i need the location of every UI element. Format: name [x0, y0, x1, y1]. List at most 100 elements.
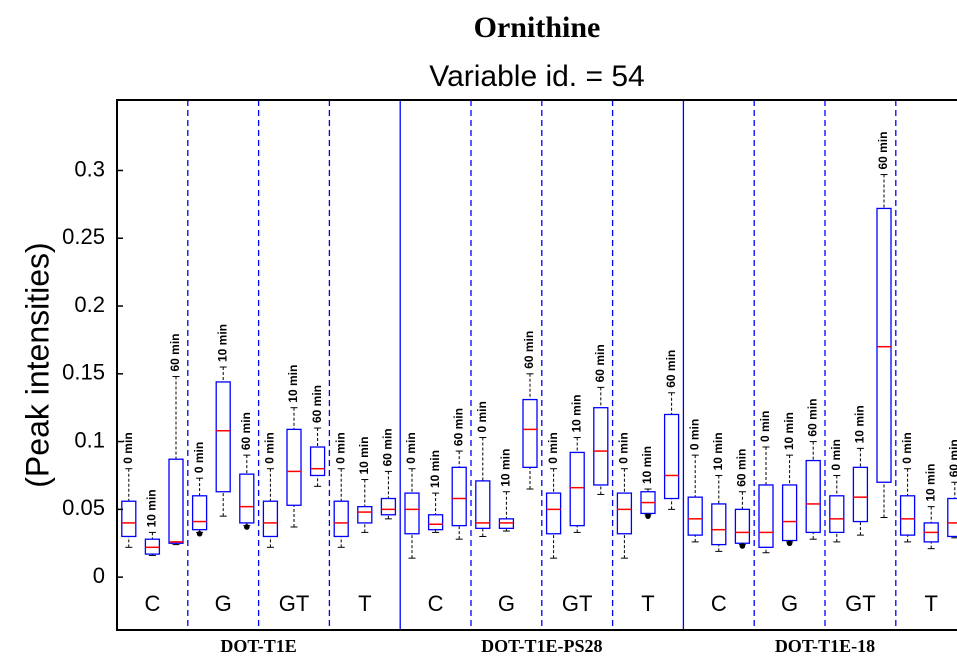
- box-label: 60 min: [805, 399, 819, 437]
- box-label: 60 min: [522, 331, 536, 369]
- box: [286, 428, 302, 506]
- y-tick-label: 0: [93, 563, 105, 588]
- box: [451, 466, 467, 527]
- box: [333, 500, 349, 538]
- outlier: [739, 543, 746, 549]
- box-label: 10 min: [215, 324, 229, 362]
- box-label: 10 min: [711, 432, 725, 470]
- box-label: 10 min: [569, 395, 583, 433]
- box: [475, 480, 491, 529]
- outlier: [645, 513, 651, 519]
- box-label: 60 min: [239, 412, 253, 450]
- box-label: 60 min: [664, 350, 678, 388]
- box: [616, 492, 633, 535]
- subgroup-label: G: [781, 591, 798, 616]
- box-label: 10 min: [145, 489, 159, 527]
- box: [947, 497, 957, 538]
- box: [239, 473, 255, 524]
- group-label: DOT-T1E-PS28: [481, 636, 602, 656]
- box: [262, 500, 279, 538]
- box-label: 0 min: [758, 411, 772, 442]
- box-label: 60 min: [876, 132, 890, 170]
- box: [545, 492, 562, 535]
- box-label: 0 min: [333, 432, 347, 463]
- box-label: 10 min: [499, 449, 513, 487]
- subgroup-label: G: [498, 591, 515, 616]
- subgroup-label: T: [358, 591, 371, 616]
- box-label: 0 min: [546, 432, 560, 463]
- axes: 0 0.05 0.1 0.15 0.2 0.25 0.3 DOT-T1E DOT-T1E-PS2…: [62, 99, 957, 656]
- subgroup-label: C: [428, 591, 444, 616]
- outlier: [244, 524, 250, 530]
- chart-subtitle: Variable id. = 54: [429, 60, 644, 93]
- y-tick-label: 0.1: [74, 427, 105, 452]
- box-label: 10 min: [853, 405, 867, 443]
- outlier: [786, 540, 793, 547]
- box-label: 60 min: [735, 449, 749, 487]
- box-label: 10 min: [923, 464, 937, 502]
- y-tick-label: 0.15: [62, 360, 105, 385]
- subgroup-label: T: [924, 591, 937, 616]
- box: [168, 458, 184, 544]
- y-tick-label: 0.3: [74, 156, 105, 181]
- box-label: 10 min: [286, 365, 300, 403]
- box-label: 60 min: [310, 385, 324, 423]
- box-label: 10 min: [782, 412, 796, 450]
- box: [734, 508, 751, 544]
- box-label: 60 min: [947, 439, 957, 477]
- chart-title: Ornithine: [474, 11, 601, 44]
- box: [711, 503, 727, 546]
- box: [522, 398, 538, 468]
- box: [121, 500, 137, 538]
- subgroup-label: GT: [845, 591, 876, 616]
- box: [215, 381, 231, 493]
- box: [805, 459, 821, 534]
- box: [593, 407, 609, 486]
- group-label: DOT-T1E: [220, 636, 296, 656]
- box-label: 60 min: [168, 334, 182, 372]
- box-label: 10 min: [640, 446, 654, 484]
- box-label: 0 min: [617, 432, 631, 463]
- box-label: 0 min: [192, 442, 206, 473]
- group-label: DOT-T1E-18: [775, 636, 875, 656]
- subgroup-label: T: [641, 591, 654, 616]
- box-label: 60 min: [593, 344, 607, 382]
- subgroup-label: GT: [279, 591, 310, 616]
- box: [852, 466, 869, 523]
- box-label: 0 min: [687, 419, 701, 450]
- box: [191, 495, 208, 531]
- box: [781, 484, 798, 542]
- box-label: 0 min: [829, 439, 843, 470]
- box: [357, 505, 373, 524]
- box: [758, 484, 774, 548]
- box: [569, 451, 585, 527]
- box-label: 10 min: [428, 450, 442, 488]
- box: [380, 497, 397, 516]
- box: [899, 495, 916, 536]
- y-tick-label: 0.05: [62, 495, 105, 520]
- axes-frame: [116, 99, 957, 631]
- box: [829, 495, 845, 534]
- box: [876, 207, 892, 483]
- y-tick-label: 0.25: [62, 224, 105, 249]
- subgroup-label: C: [711, 591, 727, 616]
- box-label: 0 min: [900, 432, 914, 463]
- box: [404, 492, 420, 535]
- subgroup-label: GT: [562, 591, 593, 616]
- outlier: [196, 530, 203, 537]
- box: [309, 446, 326, 477]
- box: [663, 413, 680, 500]
- box-label: 0 min: [475, 401, 489, 432]
- box-label: 60 min: [381, 428, 395, 466]
- box: [687, 496, 703, 536]
- subgroup-label: C: [144, 591, 160, 616]
- box-label: 0 min: [404, 432, 418, 463]
- box-label: 0 min: [263, 432, 277, 463]
- box: [427, 514, 444, 531]
- box-label: 0 min: [121, 432, 135, 463]
- box-label: 60 min: [451, 408, 465, 446]
- y-tick-label: 0.2: [74, 292, 105, 317]
- subgroup-label: G: [215, 591, 232, 616]
